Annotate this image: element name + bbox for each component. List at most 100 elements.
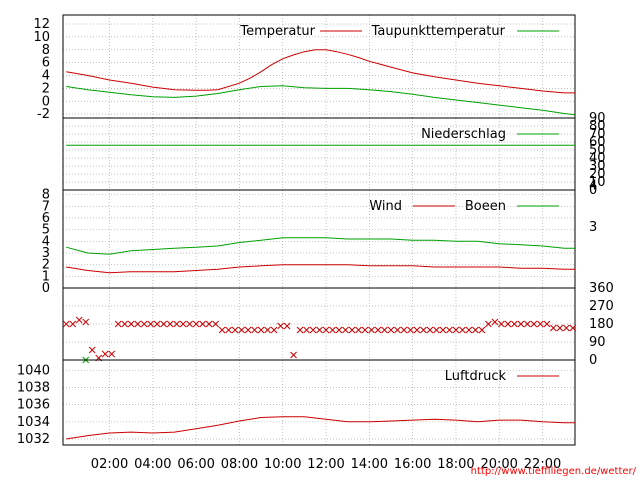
- y2-tick-label: 3: [589, 220, 597, 235]
- data-point: [192, 320, 200, 328]
- y-tick-label: 80: [589, 119, 606, 134]
- y-tick-label: 12: [33, 17, 50, 32]
- x-tick-label: 12:00: [307, 457, 344, 472]
- data-point: [199, 320, 206, 328]
- x-tick-label: 06:00: [177, 457, 214, 472]
- y-tick-label: 1038: [17, 380, 50, 395]
- x-tick-label: 16:00: [394, 457, 431, 472]
- series-line-0: [66, 49, 575, 94]
- panel-3: 0 90 180 270 360: [62, 281, 614, 368]
- data-point: [549, 324, 557, 332]
- series-line-0: [66, 264, 575, 274]
- data-point: [153, 320, 161, 328]
- y-tick-label: 50: [589, 143, 606, 158]
- data-point: [62, 320, 70, 328]
- x-tick-label: 14:00: [351, 457, 388, 472]
- y2-tick-label: 4: [589, 178, 597, 193]
- y-tick-label: 4: [42, 69, 50, 84]
- data-point: [179, 320, 187, 328]
- y-tick-label: 0: [589, 353, 597, 368]
- data-point: [296, 326, 304, 334]
- data-point: [517, 320, 525, 328]
- x-tick-label: 08:00: [221, 457, 258, 472]
- x-tick-label: 04:00: [134, 457, 171, 472]
- data-point: [569, 324, 577, 332]
- x-tick-label: 18:00: [437, 457, 474, 472]
- data-point: [556, 324, 564, 332]
- data-point: [69, 320, 77, 328]
- y-tick-label: 8: [42, 43, 50, 58]
- panel-4: 1032 1034 1036 1038 1040 Luftdruck: [17, 359, 576, 447]
- y-tick-label: 1036: [17, 398, 50, 413]
- y-tick-label: 2: [42, 258, 50, 273]
- y-tick-label: 6: [42, 56, 50, 71]
- data-point: [205, 320, 213, 328]
- y-tick-label: 30: [589, 159, 606, 174]
- data-point: [264, 326, 271, 334]
- data-point: [218, 326, 226, 334]
- legend-label: Luftdruck: [445, 369, 507, 384]
- data-point: [498, 320, 505, 328]
- y-tick-label: 3: [42, 246, 50, 261]
- data-point: [231, 326, 239, 334]
- source-url[interactable]: http://www.tiefflliegen.de/wetter/: [471, 466, 637, 477]
- data-point: [543, 320, 551, 328]
- data-point: [75, 316, 83, 324]
- data-point: [439, 326, 447, 334]
- data-point: [101, 350, 109, 358]
- data-point: [452, 326, 460, 334]
- series-line-0: [66, 416, 575, 440]
- data-point: [108, 350, 116, 358]
- data-point: [257, 326, 265, 334]
- data-point: [530, 320, 538, 328]
- y-tick-label: 1034: [17, 415, 50, 430]
- y-tick-label: 5: [42, 223, 50, 238]
- y-tick-label: 60: [589, 135, 606, 150]
- data-point: [173, 320, 181, 328]
- data-point: [147, 320, 155, 328]
- data-point: [316, 326, 323, 334]
- data-point: [537, 320, 544, 328]
- y-tick-label: 1032: [17, 432, 50, 447]
- y-tick-label: 0: [42, 281, 50, 296]
- data-point: [225, 326, 232, 334]
- data-point: [186, 320, 194, 328]
- x-tick-label: 20:00: [480, 457, 517, 472]
- data-point: [368, 326, 375, 334]
- data-point: [420, 326, 427, 334]
- data-point: [433, 326, 440, 334]
- data-point: [348, 326, 356, 334]
- y-tick-label: 360: [589, 281, 614, 296]
- series-line-1: [66, 237, 575, 255]
- x-tick-label: 22:00: [524, 457, 561, 472]
- data-point: [485, 320, 492, 328]
- y-tick-label: 8: [42, 188, 50, 203]
- data-point: [166, 320, 174, 328]
- data-point: [562, 324, 570, 332]
- data-point: [134, 320, 142, 328]
- y-tick-label: 70: [589, 127, 606, 142]
- y-tick-label: 0: [42, 94, 50, 109]
- data-point: [342, 326, 349, 334]
- series-line-1: [66, 85, 576, 116]
- y-tick-label: 10: [589, 175, 606, 190]
- legend-label: Niederschlag: [421, 127, 506, 142]
- data-point: [277, 322, 284, 330]
- data-point: [244, 326, 252, 334]
- data-point: [82, 318, 90, 326]
- data-point: [413, 326, 421, 334]
- data-point: [127, 320, 135, 328]
- data-point: [270, 326, 278, 334]
- data-point: [114, 320, 122, 328]
- legend-label: Taupunkttemperatur: [371, 24, 506, 39]
- data-point: [290, 351, 297, 359]
- data-point: [524, 320, 531, 328]
- data-point: [459, 326, 466, 334]
- legend-label: Temperatur: [239, 24, 315, 39]
- data-point: [446, 326, 453, 334]
- data-point: [309, 326, 317, 334]
